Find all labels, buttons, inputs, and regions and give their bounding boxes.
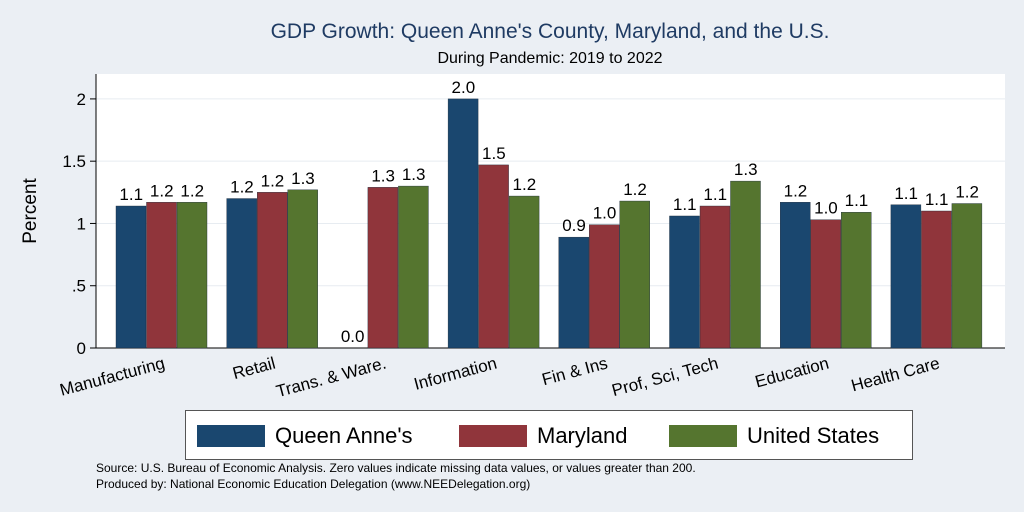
- footer-produced-by: Produced by: National Economic Education…: [96, 477, 531, 491]
- data-label-united-states-information: 1.2: [513, 175, 537, 194]
- bar-united-states-health-care: [951, 203, 983, 349]
- bar-maryland-information: [478, 164, 509, 349]
- data-label-united-states-prof-sci-tech: 1.3: [734, 160, 758, 179]
- bar-queen-anne-s-manufacturing: [115, 205, 147, 349]
- legend: Queen Anne's Maryland United States: [185, 410, 913, 460]
- data-label-maryland-information: 1.5: [482, 144, 506, 163]
- bar-united-states-information: [508, 195, 540, 349]
- legend-item-united-states: United States: [669, 423, 879, 449]
- bar-queen-anne-s-retail: [226, 198, 257, 349]
- data-label-queen-anne-s-prof-sci-tech: 1.1: [673, 195, 697, 214]
- data-label-queen-anne-s-retail: 1.2: [230, 178, 254, 197]
- bar-united-states-manufacturing: [176, 202, 208, 349]
- y-tick-label: 2: [77, 90, 86, 109]
- y-tick-label: 1: [77, 214, 86, 233]
- data-label-united-states-fin-ins: 1.2: [623, 180, 647, 199]
- bar-maryland-fin-ins: [589, 224, 620, 349]
- data-label-united-states-education: 1.1: [845, 191, 869, 210]
- bar-maryland-retail: [257, 192, 288, 349]
- bar-maryland-trans-ware: [367, 187, 399, 349]
- data-label-maryland-retail: 1.2: [261, 171, 285, 190]
- x-tick-label-trans-ware: Trans. & Ware.: [274, 354, 388, 402]
- data-label-united-states-trans-ware: 1.3: [402, 165, 426, 184]
- y-tick-label: 1.5: [62, 152, 86, 171]
- bar-united-states-education: [841, 212, 872, 349]
- bar-maryland-prof-sci-tech: [699, 205, 731, 349]
- bar-queen-anne-s-prof-sci-tech: [669, 215, 700, 349]
- data-label-queen-anne-s-trans-ware: 0.0: [341, 327, 365, 346]
- legend-swatch-united-states: [669, 425, 737, 447]
- data-label-united-states-manufacturing: 1.2: [180, 181, 204, 200]
- chart-subtitle: During Pandemic: 2019 to 2022: [437, 50, 663, 67]
- bar-maryland-education: [810, 219, 841, 349]
- bar-queen-anne-s-information: [447, 98, 479, 349]
- data-label-queen-anne-s-health-care: 1.1: [894, 184, 918, 203]
- legend-item-maryland: Maryland: [459, 423, 627, 449]
- bar-united-states-trans-ware: [398, 185, 429, 349]
- data-label-maryland-prof-sci-tech: 1.1: [703, 185, 727, 204]
- x-tick-label-fin-ins: Fin & Ins: [540, 354, 610, 390]
- data-label-queen-anne-s-manufacturing: 1.1: [119, 185, 143, 204]
- x-tick-label-prof-sci-tech: Prof, Sci, Tech: [610, 354, 720, 401]
- data-label-united-states-health-care: 1.2: [955, 183, 979, 202]
- data-label-united-states-retail: 1.3: [291, 169, 315, 188]
- bar-united-states-fin-ins: [619, 200, 650, 349]
- data-label-maryland-health-care: 1.1: [925, 190, 949, 209]
- bar-united-states-retail: [287, 189, 318, 349]
- legend-swatch-maryland: [459, 425, 527, 447]
- chart-title: GDP Growth: Queen Anne's County, Marylan…: [270, 20, 830, 43]
- bar-maryland-health-care: [921, 210, 952, 349]
- x-tick-label-information: Information: [412, 354, 499, 394]
- y-tick-label: .5: [72, 277, 86, 296]
- legend-label-maryland: Maryland: [537, 423, 628, 448]
- data-label-maryland-fin-ins: 1.0: [593, 204, 617, 223]
- data-label-maryland-education: 1.0: [814, 199, 838, 218]
- bar-united-states-prof-sci-tech: [730, 180, 761, 349]
- legend-swatch-queen-annes: [197, 425, 265, 447]
- y-axis-label: Percent: [20, 178, 41, 244]
- bar-maryland-manufacturing: [146, 202, 177, 349]
- x-tick-label-education: Education: [753, 354, 831, 392]
- x-tick-label-retail: Retail: [231, 354, 278, 384]
- footer-source: Source: U.S. Bureau of Economic Analysis…: [96, 461, 696, 475]
- data-label-queen-anne-s-education: 1.2: [784, 181, 808, 200]
- data-label-queen-anne-s-fin-ins: 0.9: [562, 216, 586, 235]
- legend-label-united-states: United States: [747, 423, 880, 448]
- x-tick-label-manufacturing: Manufacturing: [58, 354, 167, 400]
- x-tick-label-health-care: Health Care: [849, 354, 942, 396]
- bar-queen-anne-s-fin-ins: [558, 236, 589, 349]
- data-label-queen-anne-s-information: 2.0: [452, 78, 476, 97]
- legend-item-queen-annes: Queen Anne's: [197, 423, 413, 449]
- legend-label-queen-annes: Queen Anne's: [275, 423, 413, 448]
- bar-queen-anne-s-health-care: [890, 204, 922, 349]
- data-label-maryland-manufacturing: 1.2: [150, 181, 174, 200]
- data-label-maryland-trans-ware: 1.3: [371, 166, 395, 185]
- bar-queen-anne-s-education: [780, 202, 811, 349]
- y-tick-label: 0: [77, 339, 86, 358]
